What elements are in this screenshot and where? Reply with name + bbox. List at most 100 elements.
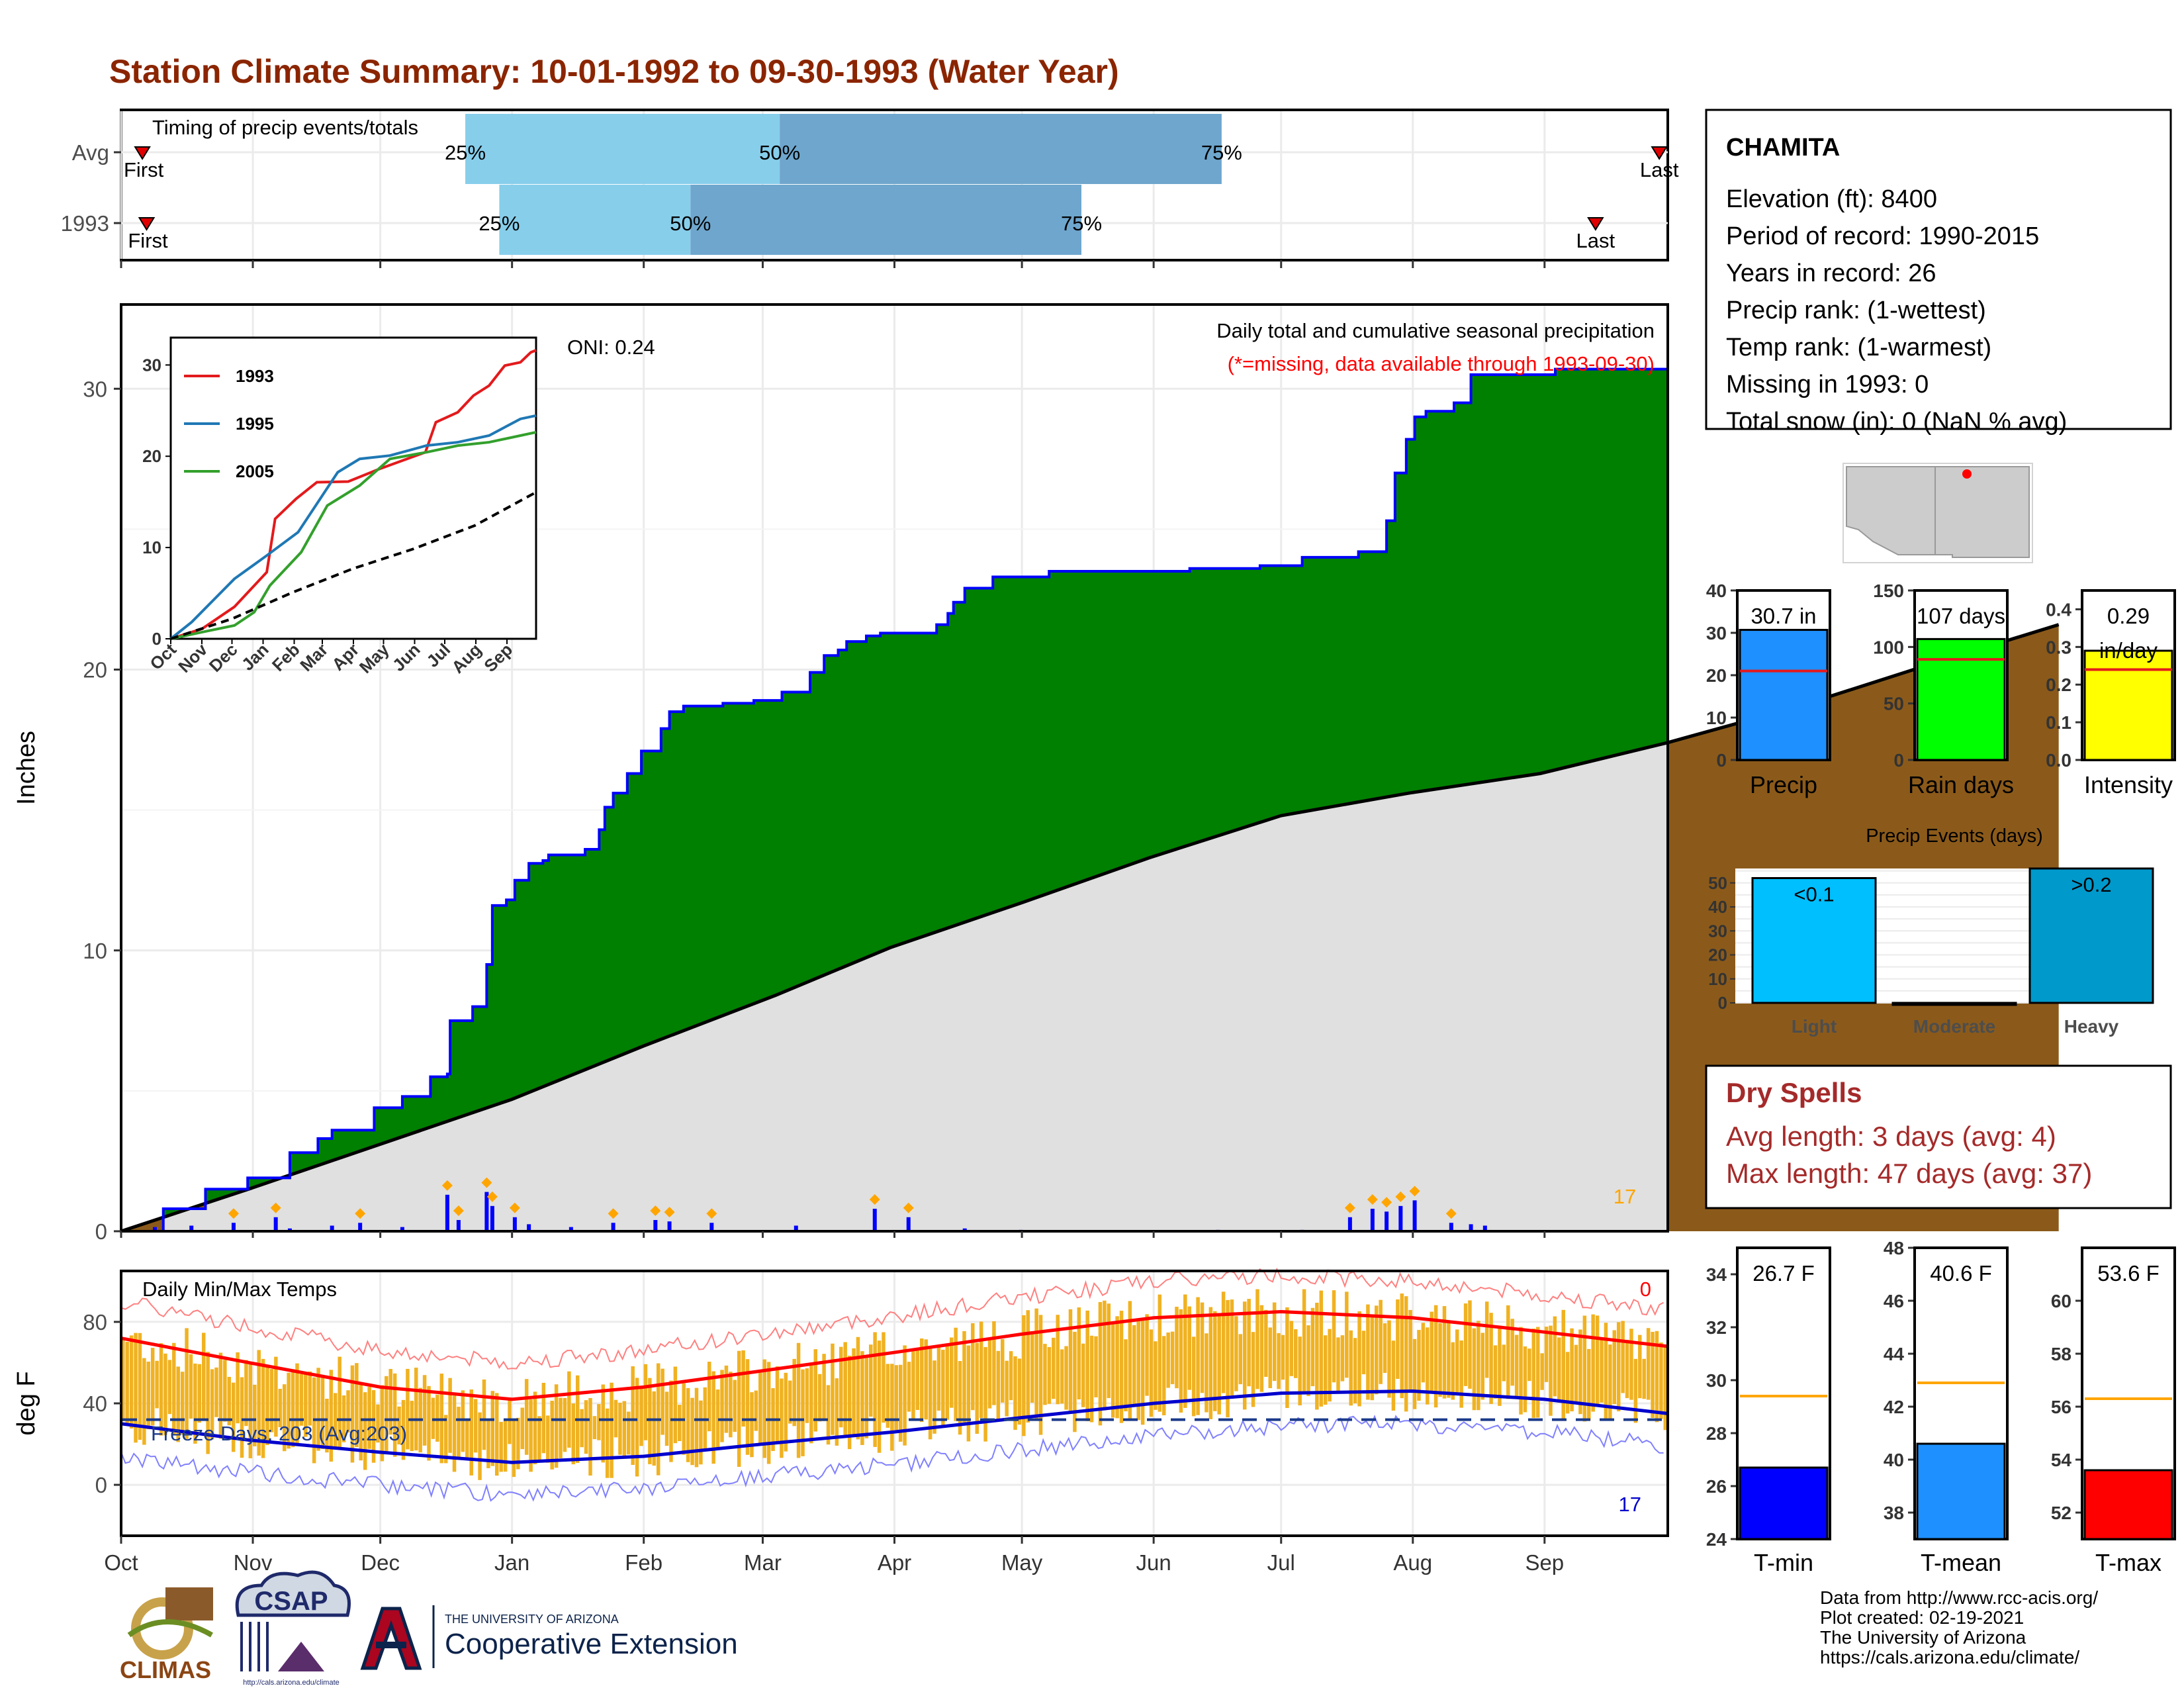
daily-temp-bar bbox=[1447, 1322, 1451, 1398]
daily-temp-bar bbox=[1374, 1305, 1379, 1395]
daily-temp-bar bbox=[631, 1366, 635, 1465]
daily-temp-bar bbox=[1608, 1344, 1612, 1419]
daily-temp-bar bbox=[125, 1341, 129, 1425]
daily-temp-bar bbox=[1535, 1327, 1540, 1418]
timing-panel: 25% 50% 75% First Last Avg 25% 50% 75% First Last 1… bbox=[61, 109, 1679, 261]
daily-temp-bar bbox=[385, 1376, 388, 1453]
event-marker bbox=[706, 1208, 717, 1219]
daily-temp-bar bbox=[1510, 1319, 1514, 1386]
daily-temp-bar bbox=[550, 1401, 554, 1470]
daily-temp-bar bbox=[554, 1384, 559, 1468]
page-title: Station Climate Summary: 10-01-1992 to 0… bbox=[109, 53, 1119, 90]
precip-events-chart: Precip Events (days) 0 10 20 30 40 50 <0.1 Ligh… bbox=[1708, 825, 2154, 1037]
daily-temp-bar bbox=[1553, 1316, 1557, 1397]
daily-temp-bar bbox=[1430, 1311, 1433, 1392]
event-marker bbox=[441, 1180, 453, 1191]
inset-ytick-label: 20 bbox=[142, 446, 161, 466]
first-event-marker bbox=[134, 146, 151, 160]
mini-ytick-label: 54 bbox=[2051, 1450, 2072, 1470]
events-category-label: Light bbox=[1792, 1016, 1837, 1037]
daily-temp-bar bbox=[1009, 1351, 1013, 1401]
new-mexico-shape bbox=[1934, 466, 2030, 558]
footer-line-1: Data from http://www.rcc-acis.org/ bbox=[1820, 1587, 2098, 1608]
daily-temp-bar bbox=[1633, 1358, 1638, 1423]
daily-temp-bar bbox=[831, 1343, 835, 1435]
csap-mountain bbox=[278, 1642, 324, 1671]
daily-temp-bar bbox=[1043, 1344, 1047, 1405]
daily-temp-bar bbox=[1451, 1342, 1455, 1400]
daily-temp-bar bbox=[1221, 1291, 1226, 1393]
temp-ytick-label: 0 bbox=[95, 1473, 107, 1497]
event-marker bbox=[453, 1205, 464, 1217]
ua-logo: THE UNIVERSITY OF ARIZONA Cooperative Ex… bbox=[360, 1605, 738, 1670]
daily-temp-bar bbox=[813, 1349, 818, 1432]
month-label: Sep bbox=[1525, 1550, 1564, 1575]
daily-temp-bar bbox=[788, 1380, 792, 1424]
daily-temp-bar bbox=[1659, 1342, 1663, 1419]
daily-temp-bar bbox=[1060, 1349, 1064, 1404]
daily-temp-bar bbox=[146, 1361, 151, 1430]
daily-temp-bar bbox=[176, 1366, 180, 1442]
daily-temp-bar bbox=[1145, 1314, 1149, 1396]
event-marker bbox=[1367, 1194, 1378, 1205]
mini-ytick-label: 28 bbox=[1706, 1423, 1727, 1444]
daily-temp-bar bbox=[1073, 1331, 1077, 1432]
events-ytick-label: 40 bbox=[1708, 897, 1727, 917]
daily-temp-bar bbox=[567, 1371, 571, 1448]
daily-temp-bar bbox=[1383, 1323, 1387, 1374]
daily-precip-bar bbox=[653, 1220, 658, 1231]
daily-temp-bar bbox=[1217, 1315, 1221, 1415]
daily-temp-bar bbox=[503, 1420, 508, 1472]
daily-temp-bar bbox=[1251, 1332, 1255, 1407]
mini-ytick-label: 56 bbox=[2051, 1397, 2071, 1417]
daily-temp-bar bbox=[461, 1390, 465, 1452]
mini-bar-value bbox=[2083, 1469, 2173, 1540]
mini-ytick-label: 30 bbox=[1706, 1370, 1727, 1391]
daily-temp-bar bbox=[334, 1393, 338, 1447]
daily-temp-bar bbox=[278, 1389, 283, 1428]
daily-temp-bar bbox=[1068, 1309, 1073, 1415]
mini-ytick-label: 0 bbox=[1716, 750, 1727, 771]
daily-temp-bar bbox=[1115, 1316, 1119, 1419]
daily-temp-bar bbox=[924, 1339, 928, 1420]
daily-temp-bar bbox=[1396, 1299, 1400, 1380]
mini-bar-label: T-min bbox=[1754, 1549, 1813, 1576]
daily-temp-bar bbox=[180, 1372, 185, 1435]
daily-temp-bar bbox=[1629, 1329, 1633, 1400]
daily-temp-bar bbox=[1578, 1329, 1582, 1415]
event-marker bbox=[608, 1208, 619, 1219]
event-marker bbox=[270, 1202, 281, 1213]
daily-temp-bar bbox=[754, 1390, 758, 1431]
daily-temp-bar bbox=[1442, 1306, 1447, 1399]
daily-temp-bar bbox=[1638, 1335, 1642, 1399]
daily-temp-bar bbox=[890, 1364, 894, 1451]
daily-temp-bar bbox=[287, 1372, 291, 1449]
daily-temp-bar bbox=[494, 1393, 499, 1476]
daily-temp-bar bbox=[775, 1366, 780, 1442]
daily-temp-bar bbox=[227, 1376, 232, 1426]
daily-temp-bar bbox=[414, 1368, 418, 1451]
daily-temp-bar bbox=[1663, 1346, 1668, 1430]
daily-temp-bar bbox=[1574, 1344, 1578, 1404]
daily-temp-bar bbox=[966, 1345, 971, 1442]
daily-precip-bar bbox=[1398, 1205, 1403, 1231]
daily-temp-bar bbox=[1561, 1309, 1565, 1421]
daily-precip-bar bbox=[872, 1209, 877, 1231]
mini-ytick-label: 0.1 bbox=[2046, 712, 2071, 733]
temp-ylabel: deg F bbox=[13, 1371, 40, 1435]
climas-swoosh bbox=[127, 1619, 213, 1638]
mini-ytick-label: 150 bbox=[1873, 581, 1904, 601]
inset-legend-label: 2005 bbox=[236, 461, 274, 481]
daily-temp-bar bbox=[138, 1333, 142, 1440]
daily-temp-bar bbox=[843, 1342, 847, 1436]
daily-temp-bar bbox=[1400, 1293, 1404, 1399]
daily-temp-bar bbox=[933, 1360, 936, 1434]
footer-line-4: https://cals.arizona.edu/climate/ bbox=[1820, 1647, 2079, 1667]
daily-temp-bar bbox=[189, 1354, 193, 1419]
daily-temp-bar bbox=[707, 1362, 711, 1432]
daily-temp-bar bbox=[1498, 1325, 1502, 1406]
csap-rain bbox=[240, 1622, 269, 1671]
daily-temp-bar bbox=[1323, 1335, 1328, 1405]
tmin-normal-line bbox=[120, 1389, 1668, 1464]
daily-temp-bar bbox=[218, 1352, 223, 1439]
